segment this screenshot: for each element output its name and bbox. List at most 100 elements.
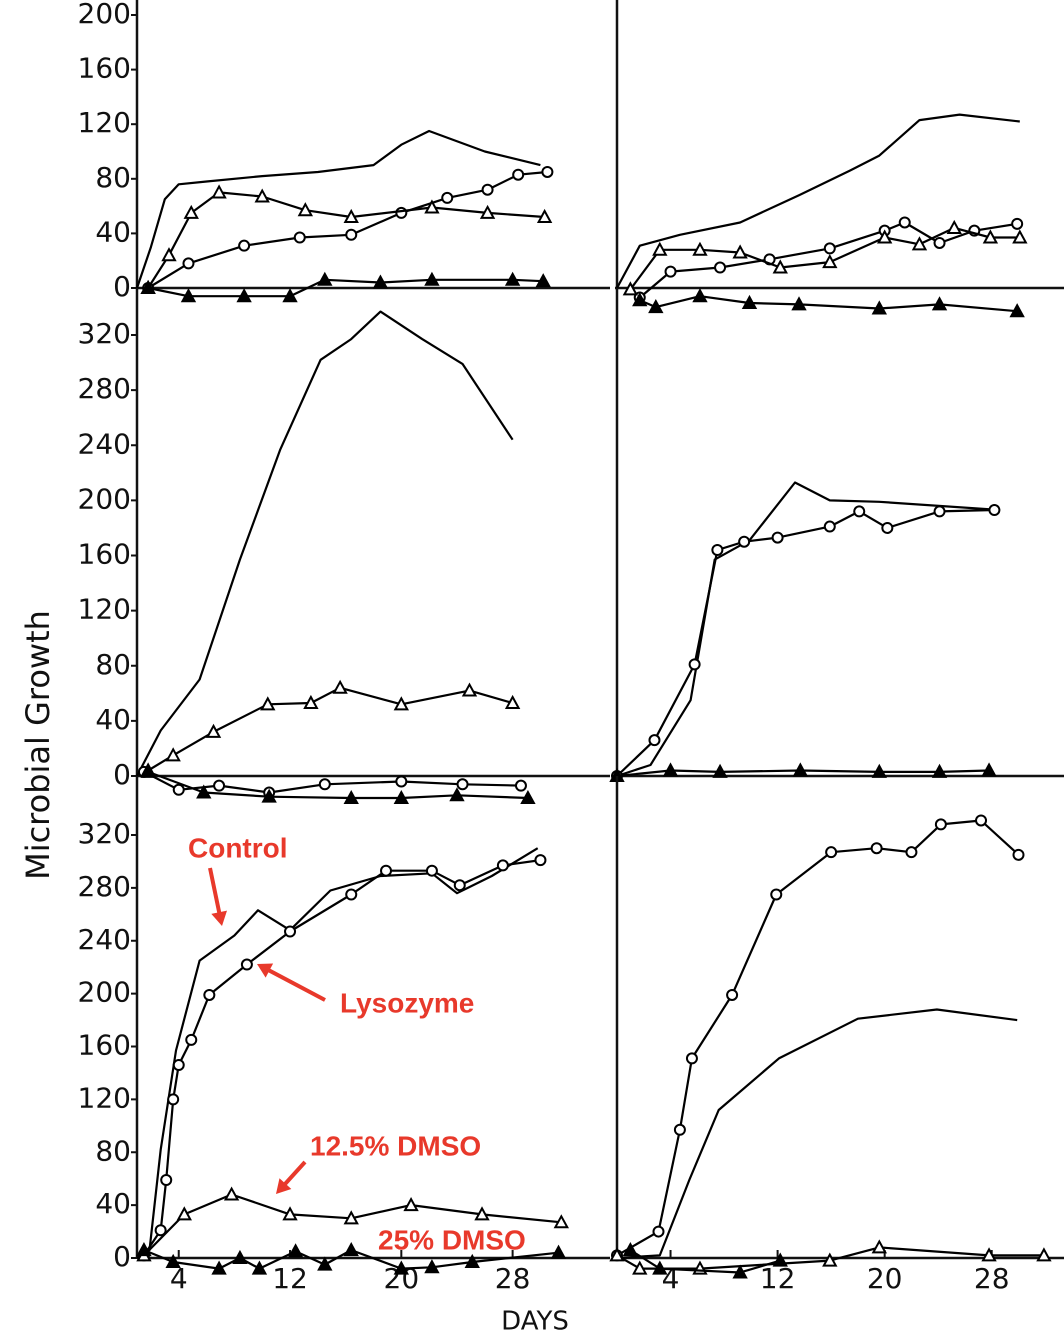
- point: [934, 818, 947, 831]
- point: [479, 204, 496, 219]
- point: [823, 242, 836, 255]
- point: [609, 1247, 625, 1262]
- point: [1036, 1247, 1052, 1262]
- point: [154, 1224, 167, 1237]
- point: [871, 300, 887, 315]
- point: [284, 925, 297, 938]
- point: [303, 694, 319, 709]
- point: [172, 1059, 185, 1072]
- point: [240, 958, 253, 971]
- y-tick-label: 320: [78, 817, 131, 850]
- y-tick-label: 200: [78, 0, 131, 30]
- point: [211, 1260, 227, 1275]
- point: [481, 183, 494, 196]
- point: [380, 864, 393, 877]
- x-tick-label: 12: [760, 1262, 796, 1295]
- series-line: [616, 113, 1020, 289]
- point: [393, 1260, 410, 1275]
- point: [741, 294, 758, 310]
- series-line: [629, 1249, 781, 1274]
- point: [772, 1252, 788, 1267]
- point: [474, 1206, 490, 1221]
- point: [345, 228, 358, 241]
- point: [898, 216, 911, 229]
- y-tick-label: 200: [78, 976, 131, 1009]
- point: [393, 696, 410, 711]
- point: [372, 274, 389, 289]
- point: [632, 292, 648, 307]
- point: [711, 543, 724, 556]
- point: [424, 1259, 440, 1274]
- point: [652, 1225, 665, 1238]
- series-line: [143, 859, 541, 1257]
- point: [165, 747, 181, 762]
- point: [182, 257, 195, 270]
- point: [297, 202, 314, 217]
- series-line: [629, 226, 1020, 291]
- y-tick-label: 120: [78, 593, 131, 626]
- series-annotation: 25% DMSO: [378, 1224, 526, 1255]
- point: [343, 1241, 359, 1257]
- point: [1012, 848, 1025, 861]
- point: [496, 859, 509, 872]
- point: [232, 1249, 248, 1264]
- series-line: [143, 1249, 559, 1270]
- y-tick-label: 320: [78, 317, 131, 350]
- point: [236, 288, 252, 303]
- y-tick-label: 80: [95, 648, 131, 681]
- series-annotation: Control: [188, 832, 288, 863]
- series-line: [616, 481, 1000, 778]
- point: [456, 778, 469, 791]
- point: [425, 864, 438, 877]
- point: [553, 1214, 569, 1229]
- point: [317, 1256, 333, 1271]
- point: [981, 1247, 997, 1262]
- point: [931, 296, 948, 311]
- series-line: [639, 221, 1018, 299]
- point: [662, 762, 679, 777]
- point: [712, 763, 728, 778]
- point: [738, 535, 751, 548]
- point: [1011, 217, 1024, 230]
- point: [449, 787, 465, 802]
- point: [167, 1093, 180, 1106]
- point: [261, 788, 277, 803]
- point: [822, 253, 838, 269]
- point: [535, 273, 551, 288]
- point: [771, 531, 784, 544]
- series-line: [616, 1008, 1018, 1260]
- series-line: [639, 295, 1018, 313]
- annotation-arrowhead: [257, 963, 274, 978]
- point: [871, 763, 887, 778]
- point: [504, 694, 521, 709]
- point: [140, 279, 156, 294]
- point: [140, 763, 156, 778]
- y-tick-label: 200: [78, 482, 131, 515]
- y-tick-label: 240: [78, 923, 131, 956]
- point: [975, 814, 988, 827]
- point: [822, 1252, 838, 1267]
- point: [536, 208, 553, 224]
- point: [203, 988, 216, 1001]
- y-tick-label: 0: [113, 1240, 131, 1273]
- point: [825, 846, 838, 859]
- point: [823, 520, 836, 533]
- point: [205, 723, 222, 738]
- point: [622, 1241, 639, 1257]
- point: [946, 219, 962, 234]
- series-line: [147, 170, 548, 289]
- point: [160, 1174, 173, 1187]
- y-tick-label: 160: [78, 538, 131, 571]
- x-axis-title: DAYS: [501, 1307, 569, 1337]
- x-tick-label: 4: [170, 1262, 188, 1295]
- point: [196, 784, 212, 799]
- y-tick-label: 240: [78, 427, 131, 460]
- point: [673, 1123, 686, 1136]
- annotation-arrow: [263, 966, 326, 1002]
- point: [931, 763, 948, 778]
- point: [453, 879, 466, 892]
- point: [770, 888, 783, 901]
- x-tick-label: 4: [662, 1262, 680, 1295]
- point: [772, 259, 788, 274]
- point: [211, 184, 227, 199]
